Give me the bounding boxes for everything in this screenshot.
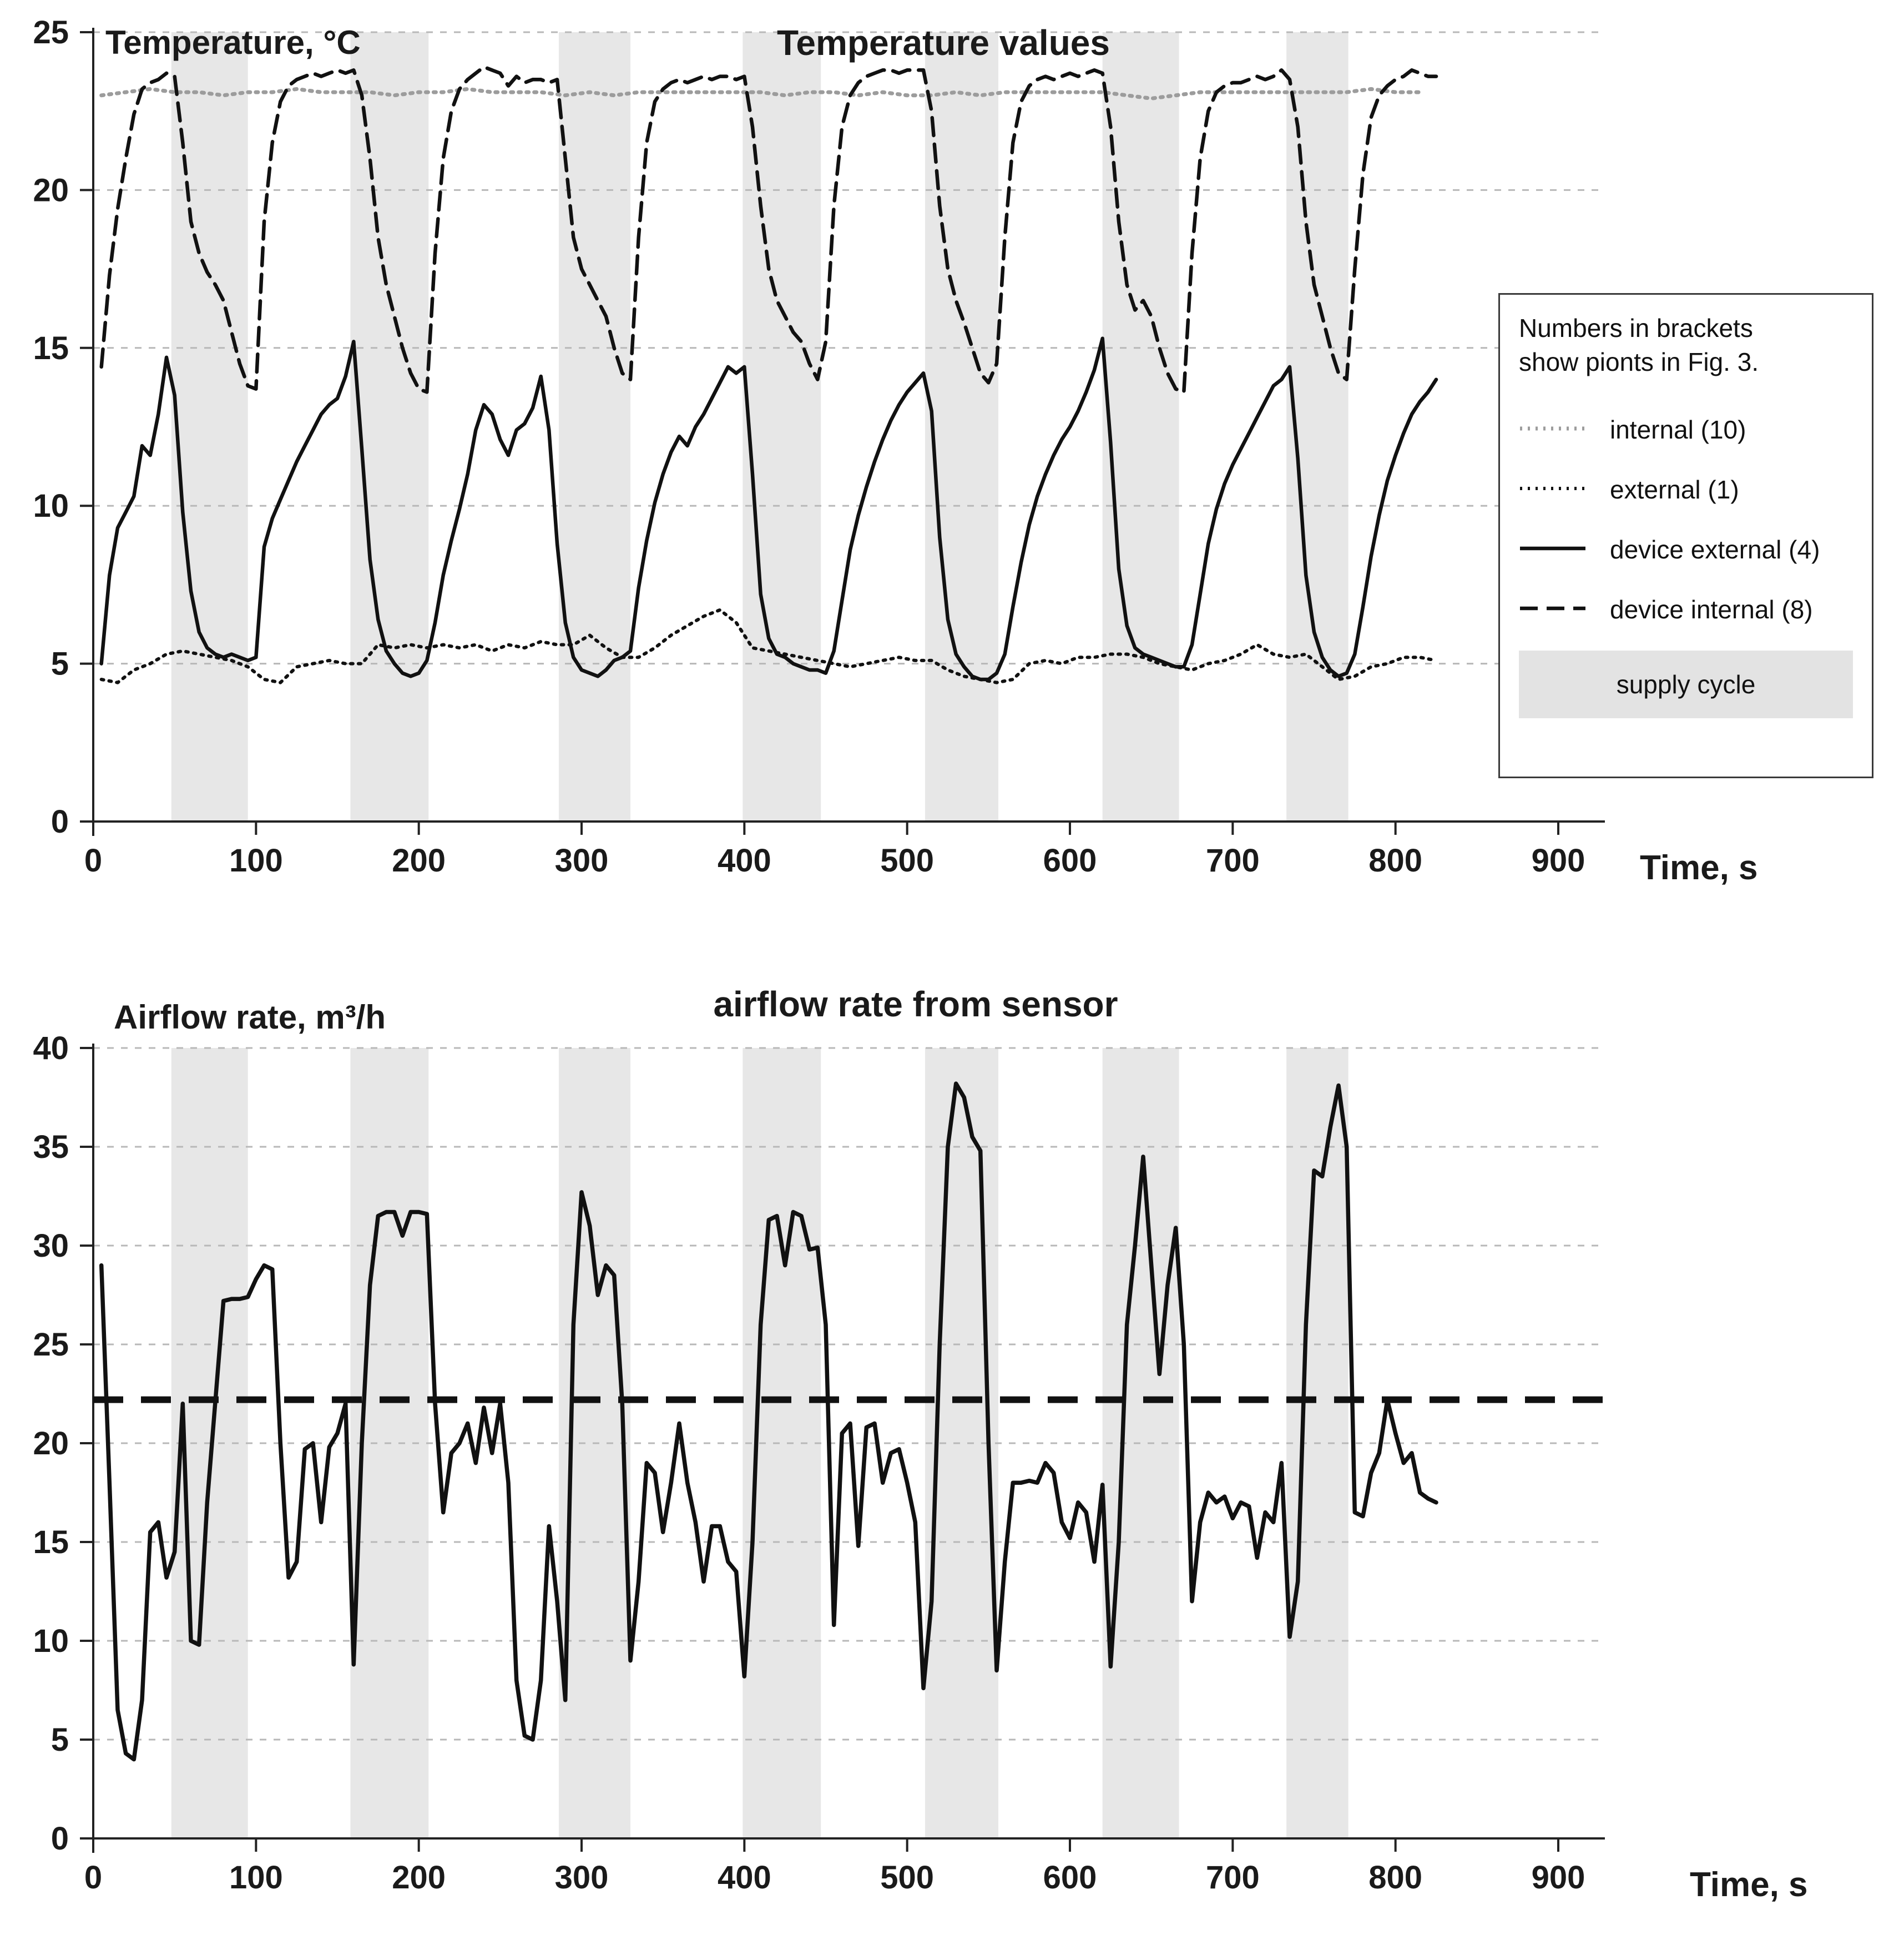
legend-entry: internal (10) — [1519, 400, 1853, 460]
temperature-y-axis-title: Temperature, °C — [105, 24, 361, 61]
y-tick-label: 10 — [33, 488, 69, 524]
legend-entry: external (1) — [1519, 460, 1853, 520]
legend-supply-cycle-swatch: supply cycle — [1519, 651, 1853, 719]
y-tick-label: 5 — [51, 1722, 69, 1758]
legend-sample — [1519, 484, 1587, 496]
y-tick-label: 30 — [33, 1228, 69, 1264]
x-tick-label: 0 — [84, 843, 102, 879]
y-tick-label: 40 — [33, 1030, 69, 1066]
legend-label: device external (4) — [1610, 535, 1820, 565]
legend-note: Numbers in brackets show pionts in Fig. … — [1519, 311, 1853, 379]
x-tick-label: 0 — [84, 1860, 102, 1896]
x-tick-label: 400 — [718, 1860, 771, 1896]
supply-cycle-band — [925, 32, 998, 822]
legend-entry: device external (4) — [1519, 520, 1853, 580]
legend-label: external (1) — [1610, 475, 1739, 505]
temperature-x-axis-title: Time, s — [1640, 849, 1758, 887]
y-tick-label: 20 — [33, 172, 69, 208]
x-tick-label: 700 — [1206, 843, 1260, 879]
supply-cycle-band — [558, 32, 630, 822]
x-tick-label: 200 — [392, 1860, 446, 1896]
y-tick-label: 10 — [33, 1623, 69, 1659]
legend-box: Numbers in brackets show pionts in Fig. … — [1498, 293, 1873, 778]
y-tick-label: 25 — [33, 1327, 69, 1363]
x-tick-label: 300 — [555, 1860, 609, 1896]
x-tick-label: 400 — [718, 843, 771, 879]
x-tick-label: 900 — [1532, 1860, 1585, 1896]
y-tick-label: 5 — [51, 646, 69, 682]
series-device-internal-8- — [99, 65, 1438, 394]
x-tick-label: 600 — [1043, 1860, 1097, 1896]
legend-label: device internal (8) — [1610, 595, 1813, 624]
x-tick-label: 500 — [880, 843, 934, 879]
x-tick-label: 500 — [880, 1860, 934, 1896]
x-tick-label: 900 — [1532, 843, 1585, 879]
legend-entries: internal (10) external (1) device external… — [1519, 400, 1853, 719]
y-tick-label: 20 — [33, 1425, 69, 1462]
x-tick-label: 700 — [1206, 1860, 1260, 1896]
legend-entry: device internal (8) — [1519, 580, 1853, 639]
x-tick-label: 100 — [229, 843, 283, 879]
y-tick-label: 35 — [33, 1129, 69, 1165]
supply-cycle-band — [171, 32, 248, 822]
legend-label: internal (10) — [1610, 415, 1746, 445]
x-tick-label: 100 — [229, 1860, 283, 1896]
dotted-line-sample-icon — [1520, 486, 1585, 490]
legend-note-line1: Numbers in brackets — [1519, 314, 1753, 342]
y-tick-label: 25 — [33, 14, 69, 51]
series-external-1- — [99, 608, 1438, 684]
dotted-gray-line-sample-icon — [1520, 426, 1585, 431]
y-tick-label: 0 — [51, 1821, 69, 1857]
y-tick-label: 0 — [51, 804, 69, 840]
x-tick-label: 800 — [1368, 1860, 1422, 1896]
series-airflow-from-sensor — [99, 1081, 1438, 1762]
series-device-external-4- — [99, 336, 1438, 682]
x-tick-label: 600 — [1043, 843, 1097, 879]
y-tick-label: 15 — [33, 1524, 69, 1560]
legend-sample — [1519, 544, 1587, 556]
legend-label-supply-cycle: supply cycle — [1616, 670, 1756, 699]
solid-line-sample-icon — [1520, 546, 1585, 551]
x-tick-label: 800 — [1368, 843, 1422, 879]
supply-cycle-band — [350, 32, 429, 822]
airflow-x-axis-title: Time, s — [1690, 1866, 1808, 1904]
legend-note-line2: show pionts in Fig. 3. — [1519, 347, 1759, 376]
airflow-y-axis-title: Airflow rate, m³/h — [114, 999, 386, 1036]
temperature-chart-title: Temperature values — [777, 23, 1110, 63]
legend-sample — [1519, 424, 1587, 436]
dashed-line-sample-icon — [1520, 606, 1585, 611]
x-tick-label: 300 — [555, 843, 609, 879]
legend-sample — [1519, 604, 1587, 616]
x-tick-label: 200 — [392, 843, 446, 879]
airflow-chart-title: airflow rate from sensor — [713, 984, 1118, 1024]
series-internal-10- — [99, 87, 1422, 100]
y-tick-label: 15 — [33, 330, 69, 366]
